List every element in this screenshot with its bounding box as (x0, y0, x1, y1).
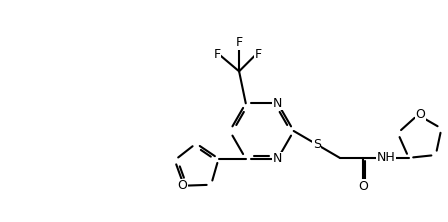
Text: S: S (313, 138, 321, 151)
Text: F: F (213, 48, 220, 61)
Text: N: N (273, 152, 282, 165)
Text: F: F (254, 48, 262, 61)
Text: O: O (178, 179, 188, 192)
Text: O: O (358, 180, 368, 193)
Text: F: F (236, 36, 243, 49)
Text: NH: NH (376, 151, 395, 164)
Text: O: O (415, 108, 425, 121)
Text: N: N (273, 97, 282, 110)
